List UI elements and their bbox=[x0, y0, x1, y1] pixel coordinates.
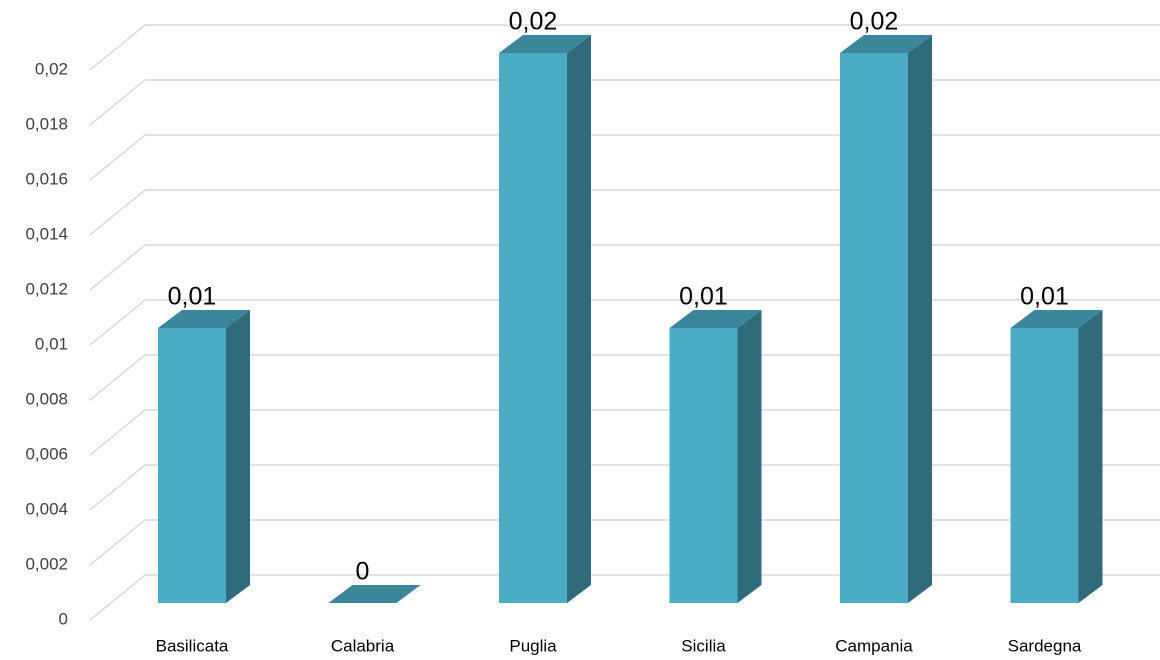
value-label: 0,01 bbox=[679, 283, 728, 311]
y-tick-label: 0,002 bbox=[25, 554, 68, 573]
bar-top bbox=[1010, 310, 1103, 328]
y-tick-label: 0 bbox=[59, 609, 68, 628]
bar-top bbox=[840, 35, 932, 53]
bar-side bbox=[908, 35, 932, 603]
grid-line bbox=[89, 189, 146, 236]
value-label: 0,01 bbox=[1020, 283, 1069, 311]
y-tick-label: 0,018 bbox=[25, 114, 68, 133]
bar bbox=[499, 53, 567, 603]
value-label: 0 bbox=[356, 558, 370, 586]
y-tick-label: 0,004 bbox=[25, 499, 68, 518]
grid-line bbox=[89, 519, 146, 566]
x-tick-label: Sardegna bbox=[1008, 636, 1082, 655]
y-tick-label: 0,012 bbox=[25, 279, 68, 298]
y-tick-label: 0,01 bbox=[35, 334, 68, 353]
grid-line bbox=[89, 299, 146, 346]
grid-line bbox=[89, 24, 146, 71]
y-tick-label: 0,02 bbox=[35, 59, 68, 78]
bar-top bbox=[328, 585, 421, 603]
bar-top bbox=[669, 310, 762, 328]
bar-side bbox=[737, 310, 762, 603]
grid-line bbox=[89, 409, 146, 456]
grid-line bbox=[89, 134, 146, 181]
bar bbox=[840, 53, 908, 603]
x-tick-label: Basilicata bbox=[156, 636, 229, 655]
value-label: 0,01 bbox=[168, 283, 217, 311]
y-tick-label: 0,016 bbox=[25, 169, 68, 188]
value-label: 0,02 bbox=[850, 8, 899, 36]
bar-side bbox=[1078, 310, 1103, 603]
grid-line bbox=[89, 464, 146, 511]
y-tick-label: 0,014 bbox=[25, 224, 68, 243]
bar-top bbox=[499, 35, 591, 53]
bar bbox=[669, 328, 738, 603]
y-tick-label: 0,006 bbox=[25, 444, 68, 463]
grid-line bbox=[89, 244, 146, 291]
grid-line bbox=[89, 354, 146, 401]
x-tick-label: Puglia bbox=[509, 636, 557, 655]
x-tick-label: Calabria bbox=[331, 636, 395, 655]
x-tick-label: Campania bbox=[835, 636, 913, 655]
y-tick-label: 0,008 bbox=[25, 389, 68, 408]
x-tick-label: Sicilia bbox=[681, 636, 726, 655]
grid-line bbox=[89, 79, 146, 126]
bar bbox=[158, 328, 226, 603]
grid-line bbox=[89, 574, 146, 621]
bar-side bbox=[567, 35, 591, 603]
bar-top bbox=[158, 310, 250, 328]
bar bbox=[1010, 328, 1079, 603]
bar-side bbox=[226, 310, 250, 603]
value-label: 0,02 bbox=[509, 8, 558, 36]
